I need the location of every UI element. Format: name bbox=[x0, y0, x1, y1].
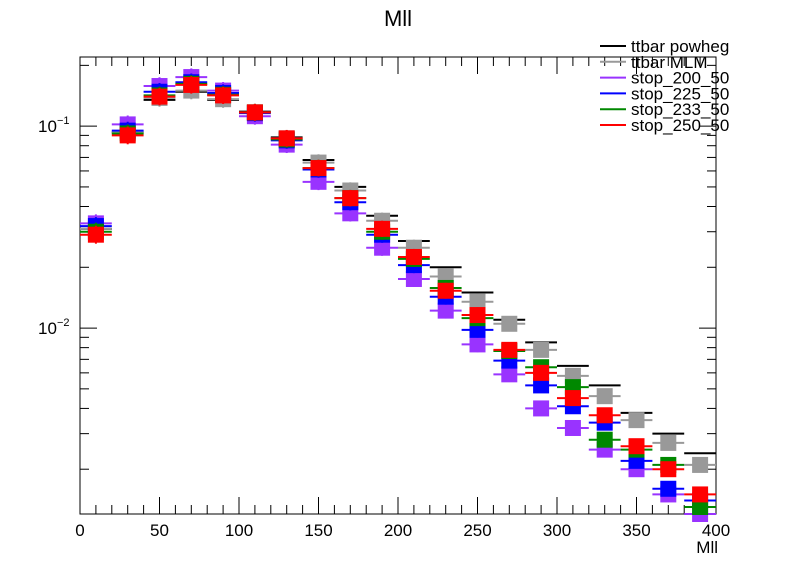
legend-entry: ttbar MLM bbox=[631, 53, 708, 72]
data-point-marker bbox=[405, 270, 422, 287]
series-stop_250_50 bbox=[80, 76, 716, 503]
series-stop_233_50 bbox=[80, 75, 716, 515]
legend-entry: stop_233_50 bbox=[631, 100, 729, 119]
y-tick-label: 10 bbox=[38, 117, 57, 136]
data-point-marker bbox=[628, 438, 645, 455]
data-point-marker bbox=[533, 364, 550, 381]
data-point-marker bbox=[564, 390, 581, 407]
data-point-marker bbox=[596, 431, 613, 448]
x-tick-label: 400 bbox=[702, 521, 730, 540]
data-point-marker bbox=[374, 220, 391, 237]
data-point-marker bbox=[469, 307, 486, 324]
series-stop_200_50 bbox=[80, 68, 716, 522]
chart-title: Mll bbox=[383, 6, 413, 31]
data-point-marker bbox=[278, 130, 295, 147]
data-point-marker bbox=[660, 461, 677, 478]
data-point-marker bbox=[692, 498, 709, 515]
legend-entry: ttbar powheg bbox=[631, 37, 729, 56]
x-tick-label: 100 bbox=[225, 521, 253, 540]
data-point-marker bbox=[215, 87, 232, 104]
data-point-marker bbox=[342, 190, 359, 207]
data-point-marker bbox=[628, 412, 645, 429]
data-point-marker bbox=[533, 341, 550, 358]
data-point-marker bbox=[596, 407, 613, 424]
series-stop_225_50 bbox=[80, 73, 716, 509]
data-point-marker bbox=[310, 173, 327, 190]
legend-entry: stop_250_50 bbox=[631, 116, 729, 135]
data-point-marker bbox=[183, 76, 200, 93]
data-point-marker bbox=[501, 315, 518, 332]
x-tick-label: 150 bbox=[304, 521, 332, 540]
data-point-marker bbox=[660, 480, 677, 497]
data-point-marker bbox=[469, 336, 486, 353]
y-tick-label: 10 bbox=[38, 319, 57, 338]
y-tick-exponent: −2 bbox=[57, 317, 70, 329]
data-point-marker bbox=[246, 104, 263, 121]
data-point-marker bbox=[564, 419, 581, 436]
data-point-marker bbox=[501, 341, 518, 358]
data-point-marker bbox=[469, 293, 486, 310]
data-point-marker bbox=[596, 388, 613, 405]
data-point-marker bbox=[310, 160, 327, 177]
x-tick-label: 0 bbox=[75, 521, 84, 540]
data-point-marker bbox=[660, 434, 677, 451]
data-point-marker bbox=[533, 377, 550, 394]
data-point-marker bbox=[405, 248, 422, 265]
x-axis-label: Mll bbox=[696, 538, 718, 557]
data-point-marker bbox=[151, 88, 168, 105]
data-point-marker bbox=[87, 226, 104, 243]
x-tick-label: 350 bbox=[622, 521, 650, 540]
x-tick-label: 300 bbox=[543, 521, 571, 540]
data-point-marker bbox=[437, 282, 454, 299]
x-tick-label: 50 bbox=[150, 521, 169, 540]
legend-entry: stop_225_50 bbox=[631, 84, 729, 103]
x-tick-label: 250 bbox=[463, 521, 491, 540]
legend-entry: stop_200_50 bbox=[631, 69, 729, 88]
data-point-marker bbox=[533, 400, 550, 417]
data-point-marker bbox=[119, 127, 136, 144]
data-point-marker bbox=[692, 486, 709, 503]
data-point-marker bbox=[501, 366, 518, 383]
series-ttbar powheg bbox=[80, 90, 716, 455]
data-point-marker bbox=[374, 239, 391, 256]
data-point-marker bbox=[692, 456, 709, 473]
data-point-marker bbox=[437, 302, 454, 319]
x-tick-label: 200 bbox=[384, 521, 412, 540]
y-tick-exponent: −1 bbox=[57, 115, 70, 127]
